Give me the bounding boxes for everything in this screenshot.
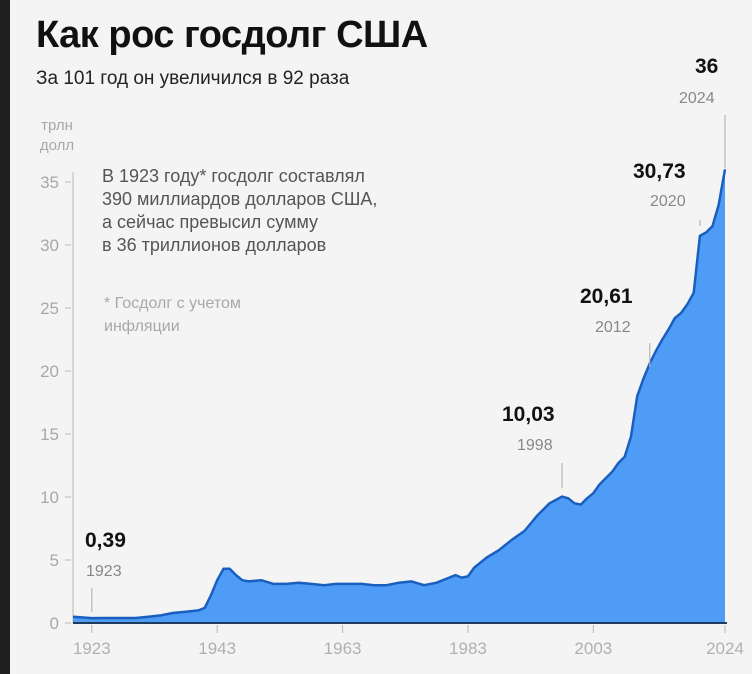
left-window-edge [0, 0, 10, 674]
debt-line [72, 169, 727, 620]
chart-subtitle: За 101 год он увеличился в 92 раза [36, 68, 350, 89]
x-tick-label: 1963 [324, 639, 362, 658]
y-tick-label: 35 [40, 173, 59, 192]
y-axis: 0 5 10 15 20 25 30 35 [40, 172, 74, 633]
callout-value-2024: 36 [695, 55, 719, 78]
x-tick-label: 1943 [198, 639, 236, 658]
x-tick-label: 1923 [73, 639, 111, 658]
y-tick-label: 20 [40, 362, 59, 381]
y-tick-label: 0 [50, 614, 59, 633]
x-tick-label: 2024 [706, 639, 744, 658]
callout-year-2020: 2020 [650, 193, 686, 210]
y-tick-label: 5 [50, 551, 59, 570]
debt-area [73, 169, 725, 623]
callout-year-1998: 1998 [517, 437, 553, 454]
annotation-line: в 36 триллионов долларов [102, 235, 327, 255]
callout-year-2012: 2012 [595, 319, 631, 336]
y-axis-unit-line1: трлн [41, 117, 73, 134]
annotation-line: а сейчас превысил сумму [102, 212, 319, 232]
callout-value-2012: 20,61 [580, 285, 633, 308]
y-tick-label: 15 [40, 425, 59, 444]
x-tick-label: 2003 [574, 639, 612, 658]
x-tick-label: 1983 [449, 639, 487, 658]
footnote-line: инфляции [104, 318, 180, 335]
footnote: * Госдолг с учетом инфляции [104, 292, 241, 338]
callout-value-1998: 10,03 [502, 403, 555, 426]
annotation-text: В 1923 году* госдолг составлял 390 милли… [102, 165, 377, 257]
callout-value-1923: 0,39 [85, 529, 126, 552]
callout-leaders [91, 115, 726, 612]
y-tick-label: 25 [40, 299, 59, 318]
annotation-line: 390 миллиардов долларов США, [102, 189, 378, 209]
y-tick-label: 10 [40, 488, 59, 507]
y-axis-unit-line2: долл [39, 137, 75, 154]
y-tick-label: 30 [40, 236, 59, 255]
y-axis-unit: трлн долл [32, 116, 82, 156]
callout-value-2020: 30,73 [633, 160, 686, 183]
chart-title: Как рос госдолг США [36, 14, 428, 56]
x-axis: 1923 1943 1963 1983 2003 2024 [73, 625, 744, 658]
callout-year-1923: 1923 [86, 563, 122, 580]
footnote-line: * Госдолг с учетом [104, 295, 241, 312]
annotation-line: В 1923 году* госдолг составлял [102, 166, 365, 186]
callout-year-2024: 2024 [679, 90, 715, 107]
